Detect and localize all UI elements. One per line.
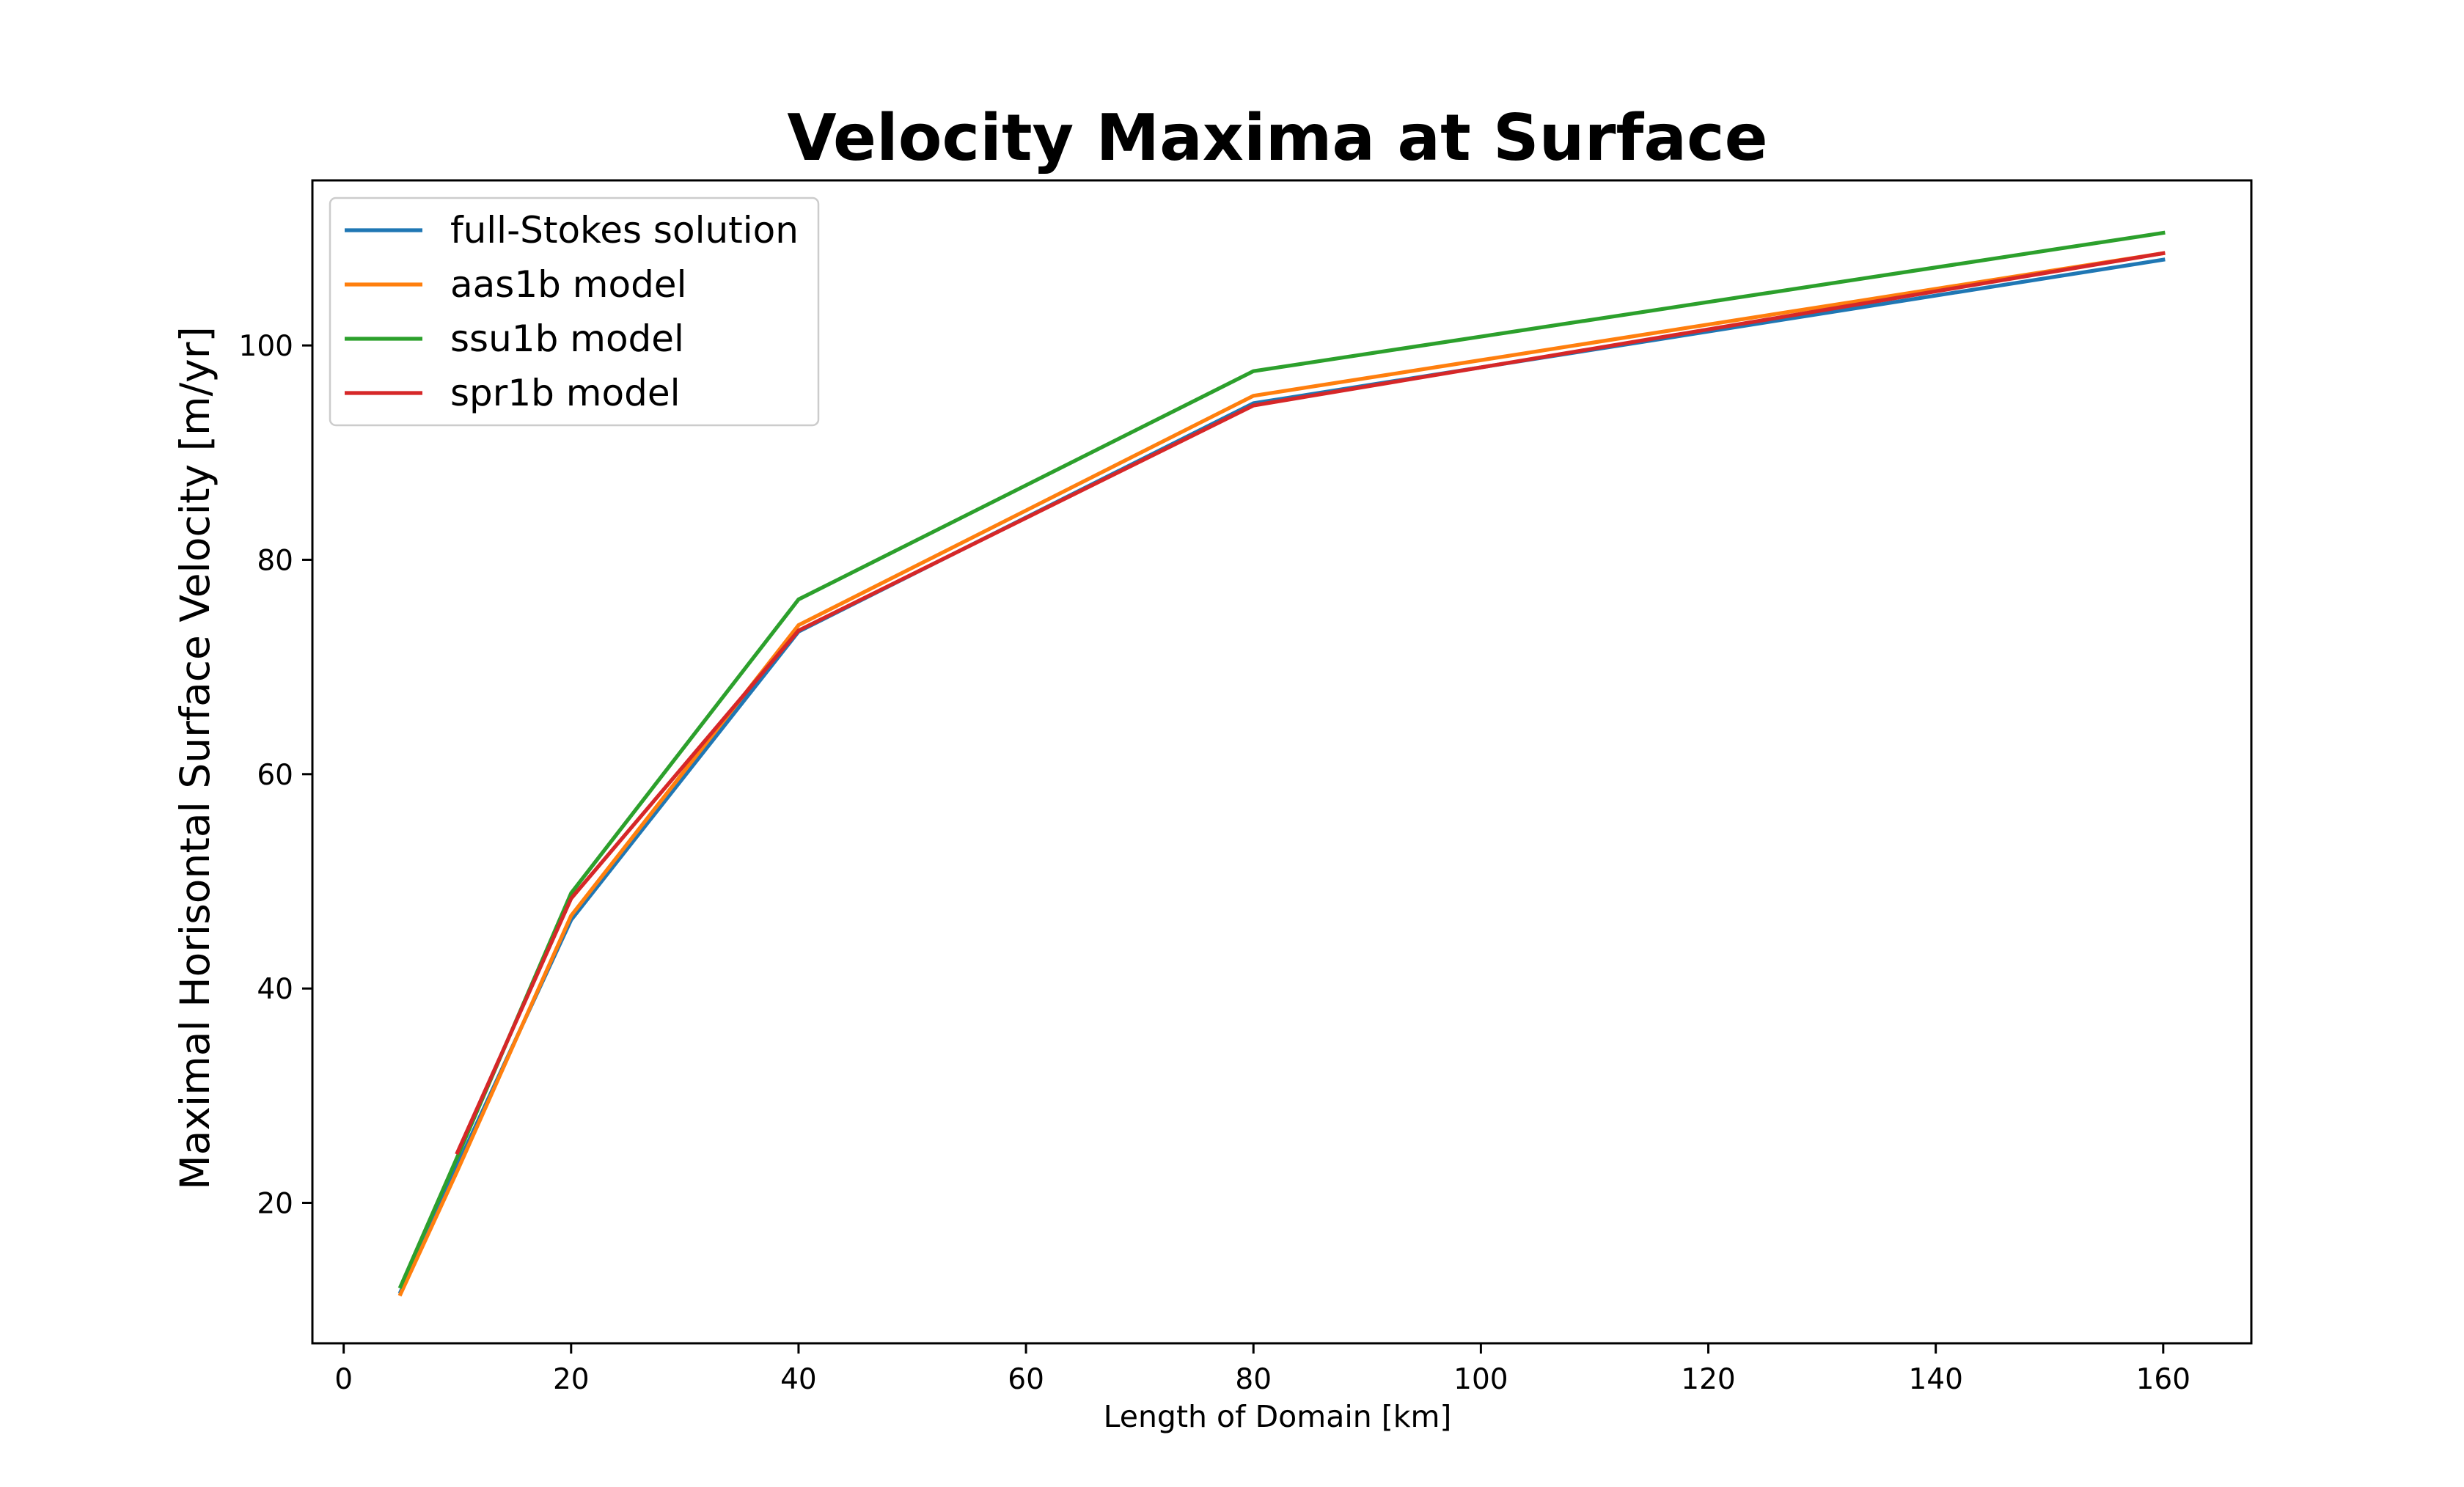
- series-line-2: [397, 251, 2166, 1297]
- y-axis-label: Maximal Horisontal Surface Velocity [m/y…: [172, 326, 219, 1190]
- legend-label-3: ssu1b model: [450, 317, 684, 360]
- plot-area-frame: [311, 179, 2253, 1345]
- legend-box: [329, 197, 820, 427]
- y-tick-labels: 20 40 60 80 100: [239, 330, 293, 1220]
- x-tick-label: 80: [1235, 1363, 1272, 1396]
- x-tick-label: 120: [1681, 1363, 1735, 1396]
- x-tick-label: 160: [2136, 1363, 2190, 1396]
- y-tick-label: 60: [257, 759, 293, 792]
- y-tick-label: 100: [239, 330, 293, 363]
- series-lines: [397, 230, 2166, 1297]
- y-tick-label: 80: [257, 544, 293, 577]
- chart-title: Velocity Maxima at Surface: [787, 100, 1767, 175]
- x-axis-label: Length of Domain [km]: [1104, 1399, 1452, 1434]
- x-tick-label: 20: [553, 1363, 590, 1396]
- tick-marks: [302, 344, 2165, 1354]
- x-tick-label: 140: [1908, 1363, 1962, 1396]
- y-tick-label: 40: [257, 973, 293, 1006]
- legend-label-1: full-Stokes solution: [450, 209, 799, 251]
- legend-label-2: aas1b model: [450, 263, 686, 306]
- y-tick-label: 20: [257, 1188, 293, 1221]
- x-tick-label: 40: [780, 1363, 817, 1396]
- legend: full-Stokes solution aas1b model ssu1b mod…: [329, 197, 820, 427]
- x-tick-label: 60: [1008, 1363, 1044, 1396]
- x-tick-labels: 0 20 40 60 80 100 120 140 160: [334, 1363, 2190, 1396]
- series-line-4: [455, 251, 2166, 1156]
- x-tick-label: 0: [334, 1363, 353, 1396]
- x-tick-label: 100: [1453, 1363, 1508, 1396]
- legend-label-4: spr1b model: [450, 372, 680, 414]
- series-line-3: [397, 230, 2166, 1289]
